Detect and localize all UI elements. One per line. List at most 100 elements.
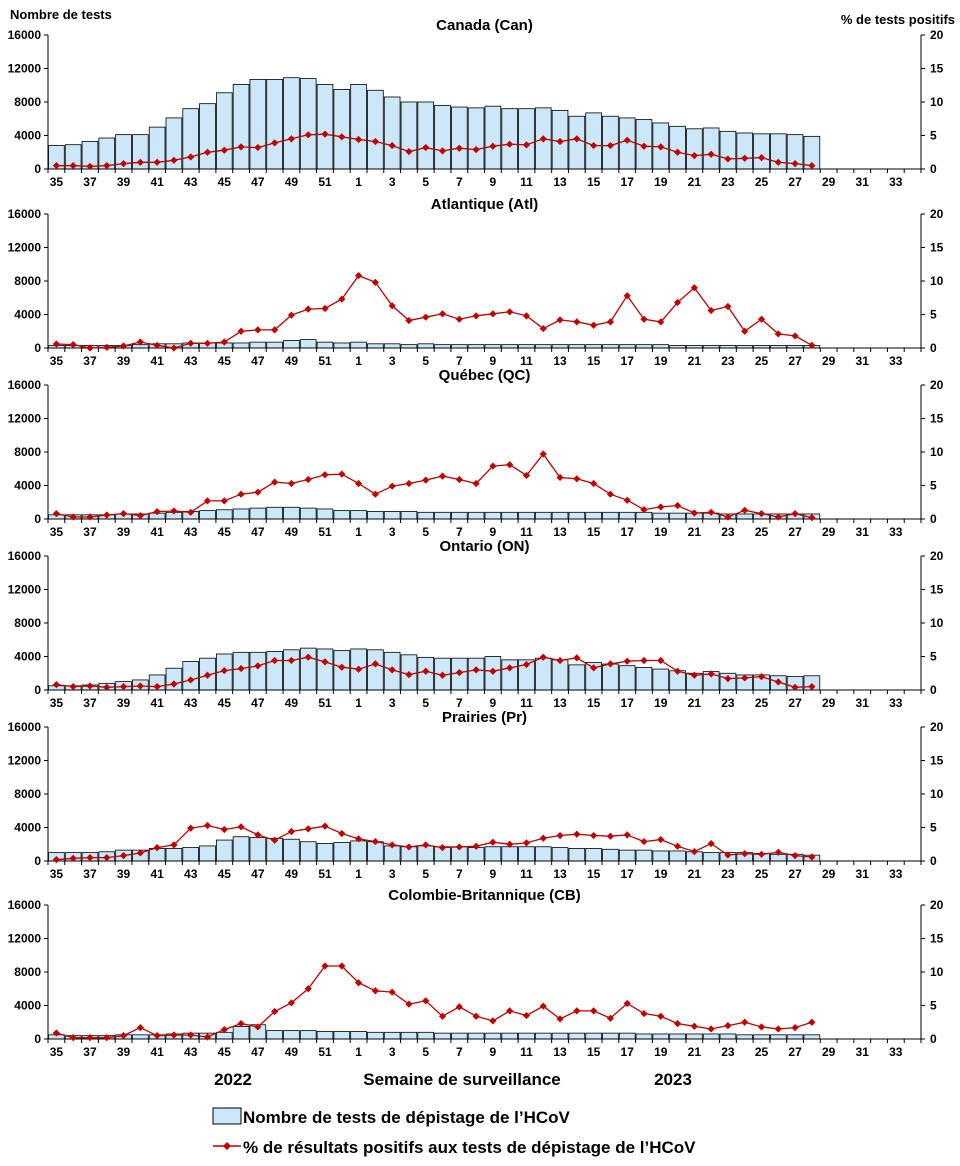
x-axis-tick-label: 21 <box>688 696 702 710</box>
percent-point-week-46 <box>237 664 245 673</box>
x-axis-tick-label: 1 <box>355 354 362 368</box>
left-axis-tick-label: 12000 <box>8 412 42 426</box>
percent-point-week-1 <box>354 665 363 673</box>
percent-point-week-22 <box>707 306 715 315</box>
bar-week-45 <box>215 839 233 862</box>
x-axis-tick-label: 1 <box>355 175 362 189</box>
right-axis-tick-label: 0 <box>930 854 937 868</box>
x-axis-tick-label: 1 <box>355 867 362 881</box>
right-axis-tick-label: 15 <box>930 412 944 426</box>
percent-point-week-12 <box>539 450 547 458</box>
percent-point-week-39 <box>119 852 128 860</box>
bar-week-5 <box>417 511 435 520</box>
percent-point-week-9 <box>489 1017 497 1025</box>
percent-point-week-25 <box>757 673 766 681</box>
bar-week-12 <box>534 1032 552 1040</box>
bar-week-20 <box>669 125 686 170</box>
x-axis-tick-label: 17 <box>621 175 635 189</box>
percent-point-week-11 <box>522 141 531 149</box>
panel-6: Colombie-Britannique (CB) 0 4000 8000 12000 1… <box>8 887 944 1059</box>
percent-point-week-45 <box>220 146 228 154</box>
percent-point-week-4 <box>405 316 413 325</box>
x-axis-tick-label: 25 <box>755 867 769 881</box>
x-axis-tick-label: 9 <box>490 1045 497 1059</box>
bar-week-8 <box>467 344 485 349</box>
x-axis-tick-label: 11 <box>520 175 533 189</box>
bar-week-49 <box>283 649 300 691</box>
percent-point-week-19 <box>657 656 665 665</box>
percent-point-week-13 <box>556 316 564 324</box>
x-axis-tick-label: 51 <box>318 175 332 189</box>
percent-point-week-16 <box>606 1014 615 1022</box>
x-axis-tick-label: 39 <box>117 175 131 189</box>
percent-point-week-26 <box>774 158 782 166</box>
right-axis-tick-label: 5 <box>930 129 937 143</box>
x-axis-tick-label: 19 <box>654 1045 668 1059</box>
bar-week-19 <box>652 512 670 520</box>
bar-week-12 <box>534 511 552 520</box>
percent-positive-line <box>56 656 812 688</box>
percent-point-week-12 <box>539 834 547 842</box>
percent-positive-line <box>56 824 812 861</box>
percent-point-week-12 <box>539 135 547 143</box>
bar-week-49 <box>283 838 300 862</box>
percent-point-week-43 <box>187 676 195 684</box>
percent-point-week-40 <box>136 1024 144 1032</box>
bar-week-3 <box>383 96 401 170</box>
x-axis-tick-label: 49 <box>285 867 299 881</box>
percent-point-week-6 <box>438 671 447 679</box>
percent-point-week-41 <box>153 844 161 852</box>
x-axis-tick-label: 13 <box>553 867 567 881</box>
percent-point-week-46 <box>237 143 245 151</box>
x-axis-tick-label: 35 <box>50 696 64 710</box>
percent-point-week-47 <box>254 831 262 839</box>
left-axis-tick-label: 16000 <box>8 207 42 221</box>
legend-line-label: % de résultats positifs aux tests de dép… <box>243 1138 696 1157</box>
bar-week-15 <box>585 112 602 170</box>
x-axis-tick-label: 45 <box>218 354 232 368</box>
x-axis-tick-label: 5 <box>422 867 429 881</box>
right-axis-tick-label: 10 <box>930 787 944 801</box>
percent-point-week-11 <box>522 471 531 480</box>
bar-week-7 <box>451 344 468 349</box>
x-axis-tick-label: 9 <box>490 696 497 710</box>
percent-point-week-12 <box>539 653 547 661</box>
percent-point-week-14 <box>573 654 581 662</box>
bar-week-3 <box>383 1031 401 1040</box>
legend: Nombre de tests de dépistage de l’HCoV %… <box>212 1107 696 1157</box>
percent-point-week-17 <box>623 999 631 1008</box>
x-axis-tick-label: 19 <box>654 525 668 539</box>
panel-title: Canada (Can) <box>436 17 533 34</box>
x-axis-tick-label: 43 <box>184 354 198 368</box>
bar-week-47 <box>249 837 267 862</box>
bar-week-23 <box>719 130 737 170</box>
right-axis-tick-label: 10 <box>930 445 944 459</box>
percent-point-week-37 <box>86 854 94 862</box>
percent-point-week-46 <box>237 1019 245 1028</box>
bar-week-3 <box>383 343 401 349</box>
percent-point-week-35 <box>52 856 60 864</box>
percent-point-week-49 <box>287 135 296 143</box>
bar-week-8 <box>467 511 485 520</box>
x-axis-tick-label: 11 <box>520 867 533 881</box>
percent-point-week-52 <box>338 829 346 838</box>
bar-week-49 <box>283 1030 300 1040</box>
x-axis-tick-label: 51 <box>318 525 332 539</box>
bar-week-49 <box>283 340 300 349</box>
percent-point-week-8 <box>472 479 480 488</box>
x-axis-tick-label: 19 <box>654 175 668 189</box>
bar-week-20 <box>669 850 686 862</box>
bar-week-43 <box>182 661 199 691</box>
percent-point-week-44 <box>203 148 212 156</box>
percent-point-week-49 <box>287 827 296 836</box>
percent-point-week-20 <box>673 148 682 156</box>
x-axis-tick-label: 47 <box>251 175 265 189</box>
percent-point-week-21 <box>690 671 698 679</box>
left-axis-tick-label: 12000 <box>8 241 42 255</box>
left-axis-title: Nombre de tests <box>10 7 112 22</box>
left-axis-tick-label: 4000 <box>14 308 41 322</box>
percent-point-week-47 <box>254 662 262 670</box>
percent-point-week-8 <box>472 1012 480 1020</box>
x-axis-tick-label: 7 <box>456 867 463 881</box>
x-axis-tick-label: 43 <box>184 175 198 189</box>
